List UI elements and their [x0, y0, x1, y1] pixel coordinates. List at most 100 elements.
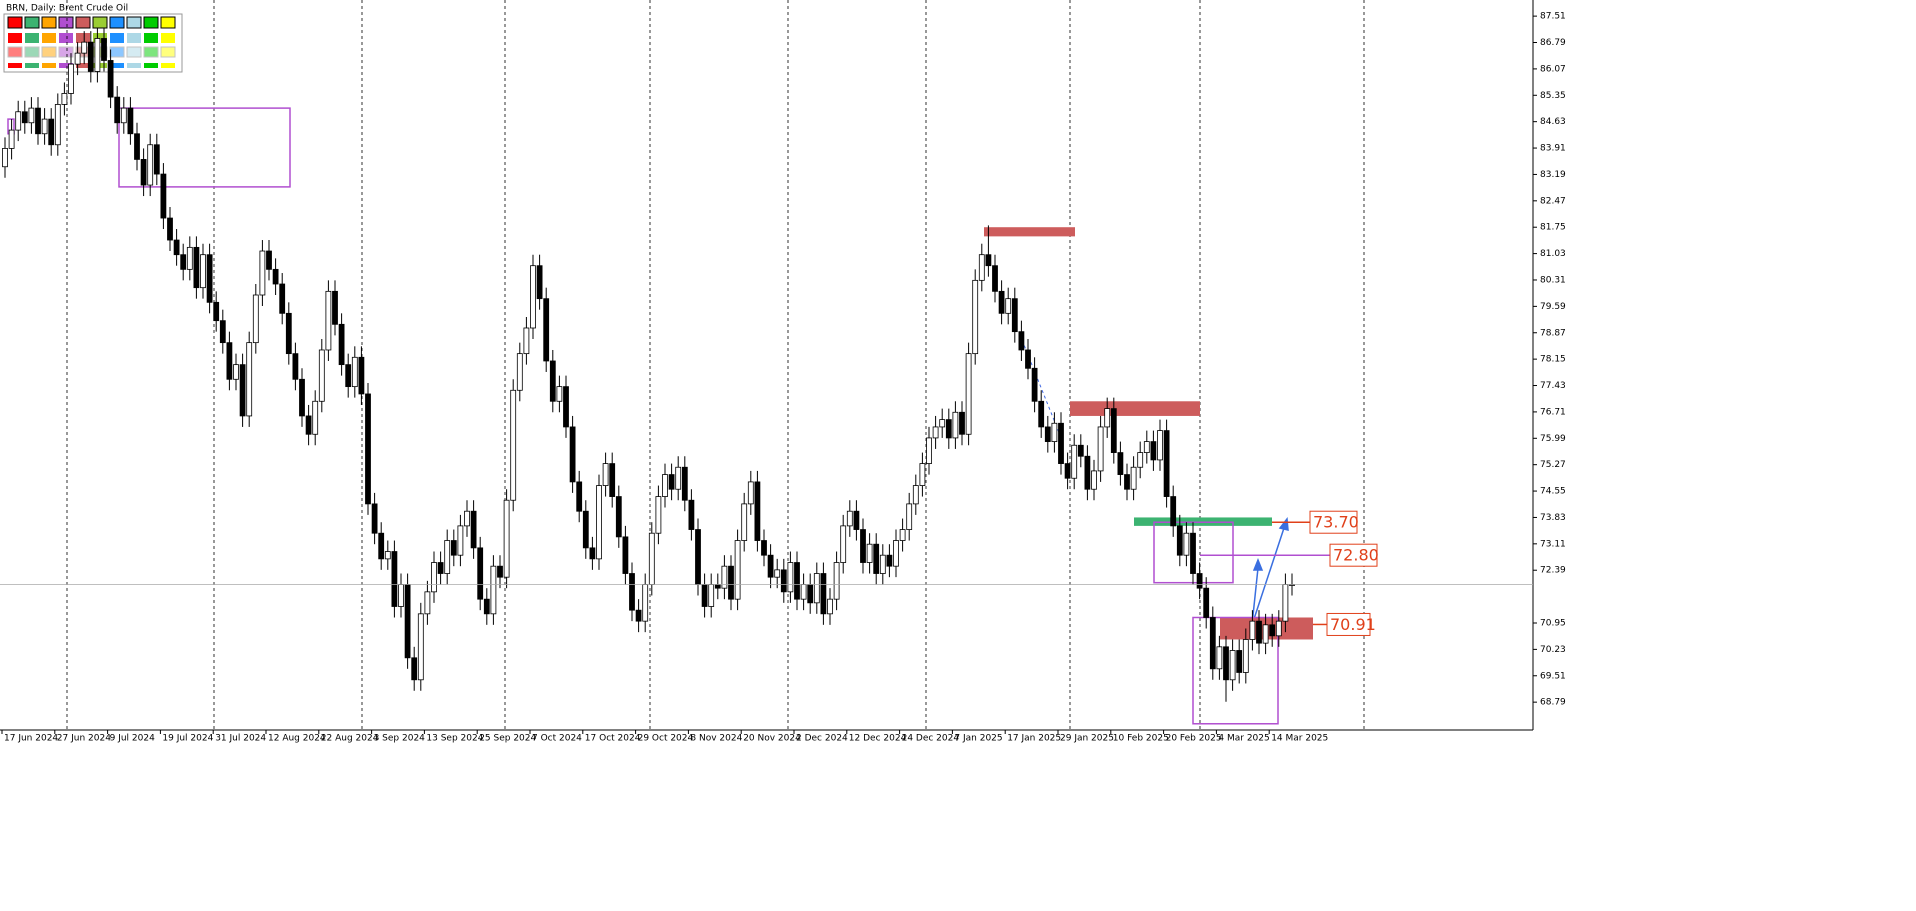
x-tick-label: 22 Aug 2024 — [321, 734, 379, 744]
x-tick-label: 7 Oct 2024 — [532, 734, 582, 744]
candle-body — [239, 364, 246, 417]
candle-body — [576, 481, 583, 512]
candle-body — [206, 254, 213, 303]
candle-body — [1044, 426, 1051, 442]
candle-body — [714, 584, 721, 589]
y-tick-label: 68.79 — [1540, 698, 1566, 708]
x-tick-label: 8 Nov 2024 — [690, 734, 742, 744]
palette-swatch — [161, 33, 175, 43]
candle-body — [503, 499, 510, 578]
candle-body — [813, 573, 820, 604]
candle-body — [1071, 444, 1078, 479]
x-tick-label: 4 Mar 2025 — [1218, 734, 1269, 744]
candle-body — [536, 265, 543, 300]
y-tick-label: 69.51 — [1540, 671, 1566, 681]
candle-body — [1183, 532, 1190, 556]
candle-body — [846, 510, 853, 527]
x-tick-label: 12 Aug 2024 — [268, 734, 326, 744]
candle-body — [549, 360, 556, 402]
candle-body — [28, 107, 35, 124]
candle-body — [965, 353, 972, 435]
candle-body — [437, 562, 444, 574]
palette-swatch — [110, 63, 124, 68]
arrows — [1251, 517, 1289, 626]
y-tick-label: 74.55 — [1540, 487, 1566, 497]
palette-swatch — [59, 33, 73, 43]
candle-body — [127, 107, 134, 135]
candle-body — [1203, 587, 1210, 618]
candle-body — [378, 532, 385, 560]
candle-body — [899, 529, 906, 541]
y-tick-label: 82.47 — [1540, 196, 1566, 206]
candle-body — [840, 525, 847, 563]
candle-body — [424, 591, 431, 615]
x-tick-label: 9 Jul 2024 — [110, 734, 155, 744]
candle-body — [708, 584, 715, 607]
y-tick-label: 83.91 — [1540, 144, 1566, 154]
candle-body — [345, 364, 352, 388]
palette-swatch — [8, 33, 22, 43]
candle-body — [483, 598, 490, 615]
candle-body — [1256, 620, 1262, 644]
candle-body — [305, 415, 312, 435]
candle-body — [569, 426, 576, 483]
candle-body — [662, 474, 668, 497]
candle-body — [959, 411, 965, 435]
level-label: 73.70 — [1313, 513, 1359, 532]
candle-body — [1262, 624, 1269, 644]
candle-body — [8, 129, 15, 149]
candle-body — [761, 540, 767, 556]
palette-swatch — [24, 46, 40, 58]
price-zone — [984, 227, 1075, 237]
x-tick-label: 2 Dec 2024 — [796, 734, 848, 744]
candle-body — [879, 554, 886, 574]
candle-body — [226, 342, 233, 380]
candle-body — [615, 496, 622, 538]
palette-swatch — [25, 63, 39, 68]
palette-swatch — [144, 63, 158, 68]
candle-body — [932, 426, 939, 439]
candle-body — [74, 52, 81, 65]
candle-body — [114, 96, 121, 124]
candle-body — [820, 573, 827, 615]
candle-body — [292, 353, 299, 380]
palette-swatch — [7, 16, 23, 29]
candle-body — [338, 323, 345, 366]
candle-body — [470, 510, 477, 549]
palette-swatch — [75, 16, 91, 29]
candle-body — [417, 613, 424, 681]
palette-swatch — [160, 16, 176, 29]
x-tick-label: 29 Oct 2024 — [638, 734, 694, 744]
candle-body — [734, 540, 741, 600]
palette-swatch — [58, 16, 74, 29]
range-box — [1192, 616, 1279, 725]
candle-body — [21, 111, 28, 124]
x-tick-label: 29 Jan 2025 — [1060, 734, 1114, 744]
y-tick-label: 81.75 — [1540, 223, 1566, 233]
candle-body — [299, 378, 305, 417]
palette-swatch — [127, 33, 141, 43]
level-box — [1326, 612, 1371, 636]
palette-swatch — [109, 46, 125, 58]
palette-swatch — [126, 46, 142, 58]
y-tick-label: 81.03 — [1540, 249, 1566, 259]
candle-body — [952, 411, 959, 439]
candle-body — [1038, 400, 1045, 428]
candle-body — [193, 246, 200, 289]
candle-body — [728, 565, 734, 600]
candle-body — [1091, 470, 1097, 490]
candle-body — [807, 584, 814, 604]
candle-body — [200, 254, 206, 289]
level-box — [1309, 510, 1358, 534]
palette-swatch — [110, 33, 124, 43]
candle-body — [398, 584, 404, 607]
candle-body — [490, 565, 497, 615]
candle-body — [107, 60, 114, 98]
candle-body — [140, 159, 147, 186]
candle-body — [695, 529, 701, 585]
candle-body — [384, 551, 391, 560]
x-tick-label: 31 Jul 2024 — [215, 734, 266, 744]
y-tick-label: 86.79 — [1540, 38, 1566, 48]
